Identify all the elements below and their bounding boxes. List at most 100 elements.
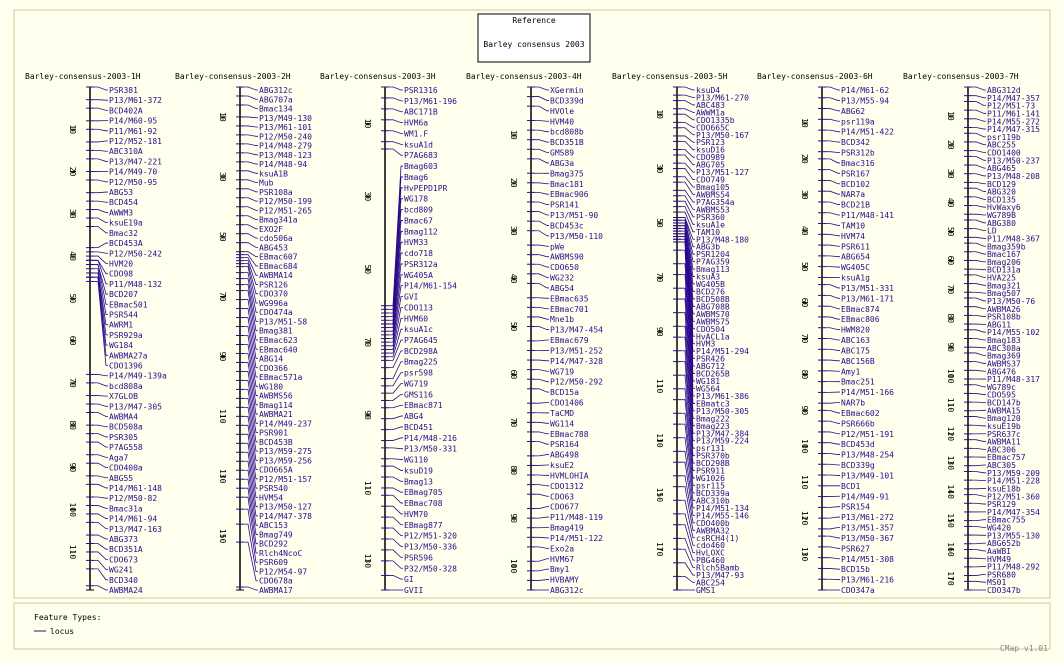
feature-connector: [244, 308, 258, 359]
scale-label: 60: [68, 336, 77, 346]
feature-connector: [535, 431, 549, 435]
feature-connector: [535, 182, 549, 185]
feature-label: ABG373: [109, 535, 138, 544]
feature-connector: [94, 374, 108, 377]
feature-connector: [826, 402, 840, 404]
feature-label: AWBMS53: [696, 205, 730, 214]
feature-label: ABG3b: [696, 243, 720, 252]
feature-connector: [244, 272, 258, 313]
scale-label: 20: [800, 154, 809, 164]
feature-label: Exo2a: [550, 544, 574, 553]
feature-connector: [972, 297, 986, 302]
feature-connector: [244, 206, 258, 211]
feature-label: P14/M47-357: [987, 94, 1040, 103]
feature-connector: [972, 251, 986, 255]
scale-label: 60: [800, 298, 809, 308]
feature-connector: [535, 579, 549, 581]
map-title: Barley-consensus-2003-5H: [612, 72, 728, 81]
feature-label: CDO63: [550, 492, 574, 501]
feature-connector: [244, 478, 258, 535]
scale-label: 70: [946, 285, 955, 295]
feature-connector: [535, 129, 549, 133]
feature-label: P13/M49-130: [259, 114, 312, 123]
feature-label: P13/M50-305: [696, 407, 749, 416]
scale-label: 110: [68, 545, 77, 560]
feature-connector: [94, 226, 108, 234]
feature-connector: [972, 283, 986, 286]
feature-label: P14/M61-148: [109, 484, 162, 493]
feature-label: AWBMS75: [696, 317, 730, 326]
feature-connector: [681, 181, 695, 195]
feature-label: P11/M48-119: [550, 513, 603, 522]
feature-label: ksuE19a: [109, 219, 143, 228]
feature-label: HvPEPD1PR: [404, 184, 448, 193]
feature-connector: [94, 543, 108, 550]
feature-connector: [244, 380, 258, 433]
feature-connector: [826, 140, 840, 143]
feature-label: EBmac701: [550, 305, 589, 314]
feature-label: NAR7a: [841, 190, 865, 199]
feature-label: PSR108b: [987, 313, 1021, 322]
feature-connector: [972, 361, 986, 364]
feature-connector: [389, 252, 403, 332]
feature-connector: [389, 317, 403, 354]
feature-label: psr119a: [841, 117, 875, 126]
scale-label: 80: [946, 313, 955, 323]
feature-label: PSR164: [550, 440, 579, 449]
feature-connector: [826, 557, 840, 560]
feature-label: P11/M48-132: [109, 280, 162, 289]
feature-connector: [972, 291, 986, 294]
feature-connector: [389, 415, 403, 420]
feature-label: EBmac806: [841, 315, 880, 324]
feature-label: Bmag321: [987, 281, 1021, 290]
feature-label: P14/M55-272: [987, 117, 1040, 126]
feature-label: P12/M51-320: [404, 532, 457, 541]
feature-connector: [826, 284, 840, 289]
feature-label: P13/M61-386: [696, 392, 749, 401]
feature-connector: [826, 129, 840, 133]
scale-label: 150: [655, 488, 664, 503]
feature-label: BCD453d: [841, 440, 875, 449]
feature-label: PSR370b: [696, 452, 730, 461]
feature-label: Bmag183: [987, 336, 1021, 345]
feature-connector: [94, 395, 108, 397]
feature-label: EBmac788: [550, 430, 589, 439]
feature-connector: [389, 165, 403, 307]
feature-connector: [244, 397, 258, 452]
feature-connector: [826, 409, 840, 414]
feature-connector: [94, 191, 108, 194]
feature-label: CDO400a: [109, 464, 143, 473]
feature-label: AWBMA15: [987, 406, 1021, 415]
feature-label: BCD453B: [259, 438, 293, 447]
feature-connector: [244, 469, 258, 526]
feature-connector: [535, 359, 549, 362]
feature-label: P11/M48-141: [841, 211, 894, 220]
feature-label: HvACL1a: [696, 332, 730, 341]
feature-label: ABG707a: [259, 95, 293, 104]
feature-connector: [389, 86, 403, 91]
feature-connector: [94, 251, 108, 254]
feature-connector: [389, 339, 403, 361]
feature-connector: [535, 326, 549, 330]
feature-connector: [972, 173, 986, 177]
feature-label: CDO650: [550, 263, 579, 272]
scale-label: 70: [509, 418, 518, 428]
scale-label: 130: [218, 469, 227, 484]
scale-label: 110: [946, 398, 955, 413]
feature-label: P14/M47-354: [987, 508, 1040, 517]
scale-label: 50: [509, 322, 518, 332]
scale-label: 90: [509, 513, 518, 523]
feature-connector: [681, 195, 695, 210]
feature-label: ABG712: [696, 362, 725, 371]
feature-label: BCD21B: [841, 201, 870, 210]
feature-label: CDO474a: [259, 308, 293, 317]
feature-connector: [94, 513, 108, 519]
feature-label: BCD207: [109, 290, 138, 299]
feature-label: AWBMS37: [987, 359, 1021, 368]
feature-label: ABG380: [987, 219, 1016, 228]
feature-label: BCD339g: [841, 461, 875, 470]
feature-connector: [535, 378, 549, 383]
feature-connector: [244, 266, 258, 304]
feature-label: P13/M47-221: [109, 157, 162, 166]
feature-label: HWM820: [841, 326, 870, 335]
